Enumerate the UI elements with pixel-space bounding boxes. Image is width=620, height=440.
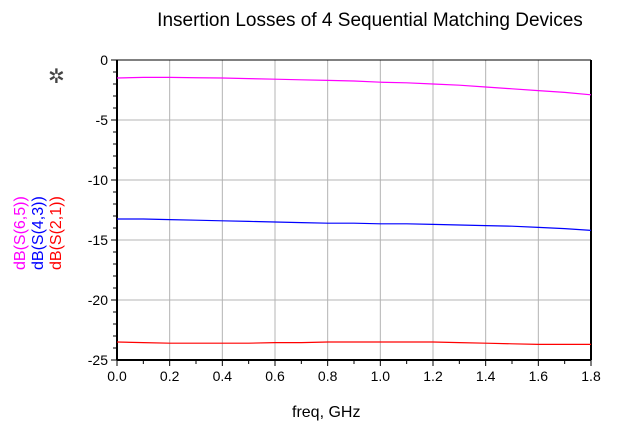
y-tick-label: -10 — [88, 172, 108, 188]
x-axis-label: freq, GHz — [292, 404, 361, 421]
x-tick-label: 0.8 — [318, 368, 338, 384]
y-tick-label: -20 — [88, 292, 108, 308]
y-tick-label: -15 — [88, 232, 108, 248]
legend-s21: dB(S(2,1)) — [48, 196, 65, 270]
series-line-21 — [116, 341, 591, 345]
x-tick-label: 0.0 — [107, 368, 127, 384]
y-tick-label: -5 — [96, 112, 109, 128]
x-tick-label: 0.6 — [265, 368, 285, 384]
legend-s43: dB(S(4,3)) — [30, 196, 47, 270]
y-tick-label: 0 — [100, 52, 108, 68]
series-line-43 — [117, 218, 592, 231]
x-tick-label: 1.2 — [423, 368, 443, 384]
legend-s65: dB(S(6,5)) — [12, 196, 29, 270]
series-line-65 — [116, 76, 592, 96]
chart-title: Insertion Losses of 4 Sequential Matchin… — [157, 10, 583, 31]
y-tick-label: -25 — [88, 352, 108, 368]
x-tick-label: 1.4 — [476, 368, 496, 384]
x-tick-label: 0.2 — [160, 368, 180, 384]
x-tick-label: 1.6 — [529, 368, 549, 384]
marker-icon: ✲ — [48, 66, 65, 88]
x-tick-label: 0.4 — [213, 368, 233, 384]
x-tick-label: 1.0 — [371, 368, 391, 384]
x-tick-label: 1.8 — [581, 368, 601, 384]
